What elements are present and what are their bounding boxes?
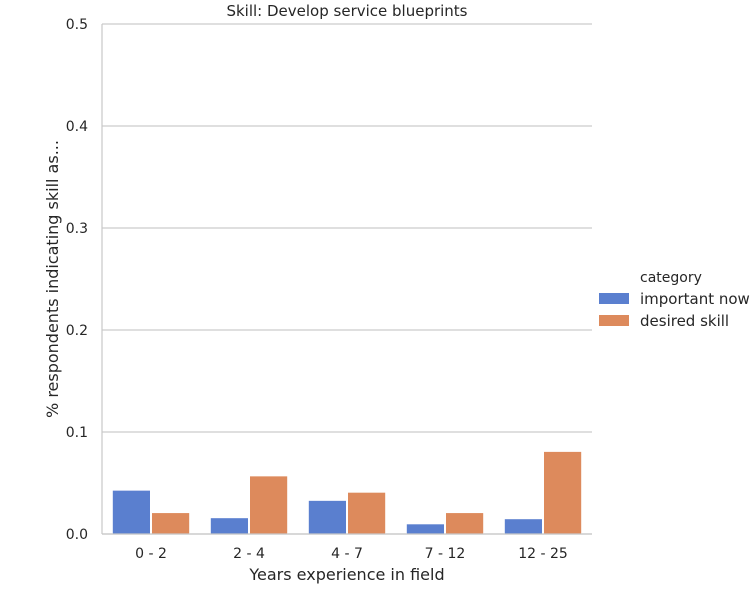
y-tick-labels: 0.0 0.1 0.2 0.3 0.4 0.5: [66, 17, 88, 543]
bar-desired-skill-4: [543, 450, 583, 535]
y-tick-label: 0.3: [66, 221, 88, 237]
legend-title: category: [640, 270, 702, 286]
y-tick-label: 0.0: [66, 527, 88, 543]
legend-label-desired-skill: desired skill: [640, 312, 729, 330]
chart-title: Skill: Develop service blueprints: [226, 2, 467, 20]
y-axis-label: % respondents indicating skill as...: [43, 140, 62, 418]
bar-important-now-2: [307, 499, 347, 535]
bar-desired-skill-3: [445, 512, 485, 535]
x-tick-label: 2 - 4: [233, 546, 265, 562]
y-tick-label: 0.5: [66, 17, 88, 33]
legend-swatch-important-now: [599, 293, 629, 304]
x-tick-labels: 0 - 2 2 - 4 4 - 7 7 - 12 12 - 25: [135, 546, 568, 562]
y-tick-label: 0.1: [66, 425, 88, 441]
bar-important-now-1: [209, 517, 250, 535]
legend: category important now desired skill: [599, 270, 750, 330]
legend-swatch-desired-skill: [599, 315, 629, 326]
legend-label-important-now: important now: [640, 290, 750, 308]
bars: [111, 450, 583, 535]
bar-desired-skill-2: [347, 491, 387, 535]
x-axis-label: Years experience in field: [248, 565, 444, 584]
y-tick-label: 0.2: [66, 323, 88, 339]
bar-desired-skill-1: [249, 475, 289, 535]
x-tick-label: 12 - 25: [518, 546, 568, 562]
gridlines: [102, 23, 592, 535]
bar-important-now-3: [405, 523, 445, 535]
bar-desired-skill-0: [151, 512, 191, 535]
bar-important-now-4: [503, 518, 543, 535]
bar-important-now-0: [111, 489, 152, 535]
x-tick-label: 0 - 2: [135, 546, 167, 562]
y-tick-label: 0.4: [66, 119, 88, 135]
x-tick-label: 7 - 12: [425, 546, 466, 562]
x-tick-label: 4 - 7: [331, 546, 363, 562]
